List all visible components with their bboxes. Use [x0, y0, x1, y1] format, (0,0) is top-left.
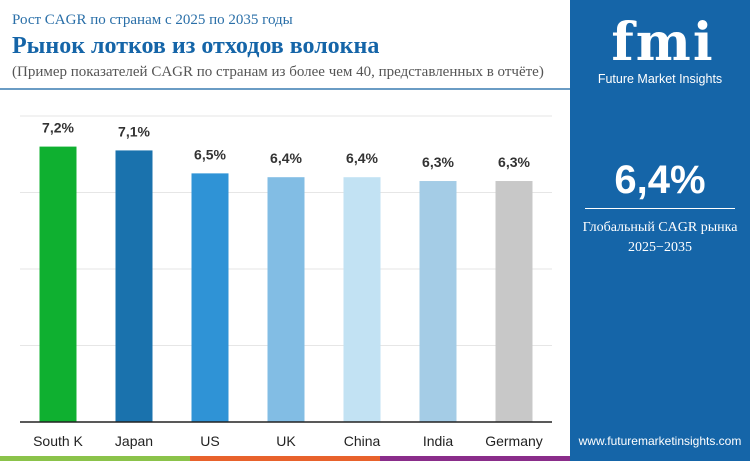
global-cagr-label: Глобальный CAGR рынка 2025−2035	[570, 218, 750, 258]
bar-germany	[495, 181, 533, 422]
bottom-strip-purple	[380, 456, 570, 461]
data-label: 7,1%	[118, 123, 150, 139]
data-label: 6,5%	[194, 146, 226, 162]
bottom-strip-orange	[190, 456, 380, 461]
header-divider	[0, 88, 570, 90]
x-tick-label: US	[200, 433, 219, 449]
data-label: 6,3%	[498, 154, 530, 170]
data-label: 6,4%	[270, 150, 302, 166]
chart-subtitle: Рост CAGR по странам с 2025 по 2035 годы	[12, 12, 293, 28]
website-link[interactable]: www.futuremarketinsights.com	[578, 434, 742, 448]
chart-note: (Пример показателей CAGR по странам из б…	[12, 64, 544, 80]
x-tick-label: South K	[33, 433, 83, 449]
data-label: 6,4%	[346, 150, 378, 166]
bar-chart: 7,2% South K 7,1% Japan 6,5% US 6,4% UK 6,4% Chin…	[20, 115, 552, 449]
data-label: 6,3%	[422, 154, 454, 170]
data-label: 7,2%	[42, 120, 74, 136]
bar-china	[343, 177, 381, 422]
bar-south-k	[39, 146, 77, 422]
bar-india	[419, 181, 457, 422]
x-tick-label: UK	[276, 433, 296, 449]
chart-title: Рынок лотков из отходов волокна	[12, 33, 380, 59]
bar-us	[191, 173, 229, 422]
bottom-strip-green	[0, 456, 190, 461]
fmi-logo: fmi	[598, 14, 728, 72]
logo-company-name: Future Market Insights	[597, 72, 723, 86]
global-cagr-period: 2025−2035	[628, 240, 692, 255]
x-tick-label: India	[423, 433, 454, 449]
bar-japan	[115, 150, 153, 423]
fmi-logo-text: fmi	[611, 12, 715, 73]
panel-divider	[585, 208, 735, 209]
side-panel	[570, 0, 750, 461]
x-tick-label: Germany	[485, 433, 543, 449]
x-tick-label: Japan	[115, 433, 153, 449]
x-tick-label: China	[344, 433, 381, 449]
bar-uk	[267, 177, 305, 422]
global-cagr-label-line1: Глобальный CAGR рынка	[582, 220, 738, 235]
global-cagr-value: 6,4%	[614, 158, 706, 202]
